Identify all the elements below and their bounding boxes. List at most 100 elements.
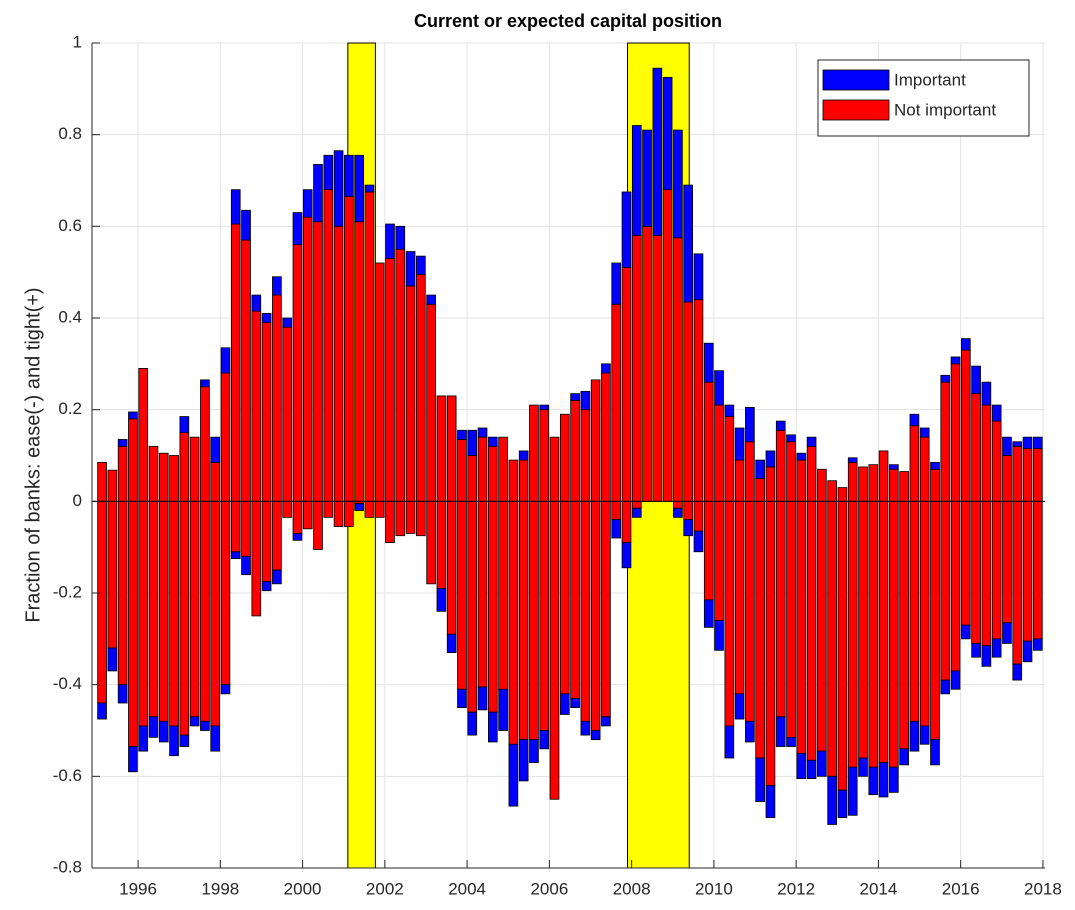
bar-segment [282, 326, 292, 502]
bar-segment [930, 461, 940, 470]
bar-segment [549, 500, 560, 800]
bar-segment [457, 439, 467, 502]
bar-segment [796, 753, 807, 780]
bar-segment [354, 221, 364, 502]
bar-segment [518, 500, 529, 741]
bar-segment [817, 468, 827, 502]
bar-segment [981, 381, 992, 406]
bar-segment [601, 372, 611, 502]
bar-segment [847, 500, 858, 768]
bar-segment [313, 500, 323, 550]
bar-segment [919, 725, 930, 745]
bar-segment [601, 363, 611, 374]
bar-segment [683, 519, 694, 537]
bar-segment [889, 766, 899, 793]
bar-segment [601, 500, 611, 718]
bar-segment [200, 500, 210, 722]
x-tick-label: 2000 [284, 879, 322, 898]
y-tick-label: -0.2 [53, 582, 82, 601]
bar-segment [775, 420, 786, 431]
bar-segment [117, 684, 128, 704]
bar-segment [611, 500, 622, 521]
bar-segment [909, 720, 920, 752]
bar-segment [971, 393, 981, 502]
plot-layer [92, 42, 1045, 869]
bar-segment [683, 500, 694, 521]
bar-segment [703, 500, 714, 601]
bar-segment [272, 569, 282, 585]
bar-segment [590, 730, 601, 741]
bar-segment [272, 276, 282, 296]
bar-segment [487, 711, 498, 743]
bar-segment [508, 743, 519, 807]
bar-segment [189, 436, 200, 502]
bar-segment [796, 500, 807, 754]
bar-segment [909, 425, 920, 502]
bar-segment [858, 757, 868, 777]
bar-segment [200, 720, 210, 731]
bar-segment [652, 67, 663, 236]
bar-segment [642, 225, 652, 502]
bar-segment [590, 379, 601, 502]
bar-segment [220, 684, 231, 695]
x-tick-label: 2012 [777, 879, 815, 898]
bar-segment [631, 500, 642, 509]
x-tick-label: 2002 [366, 879, 404, 898]
bar-segment [981, 645, 992, 667]
bar-segment [354, 503, 364, 511]
y-axis-label: Fraction of banks: ease(-) and tight(+) [22, 287, 44, 622]
bar-segment [416, 500, 426, 537]
bar-segment [796, 452, 807, 461]
bar-segment [344, 196, 354, 502]
bar-segment [405, 285, 416, 502]
bar-segment [179, 734, 190, 747]
bar-segment [405, 500, 416, 534]
bar-segment [148, 445, 159, 502]
bar-segment [313, 221, 323, 502]
bar-segment [714, 370, 724, 406]
bar-segment [673, 129, 683, 239]
bar-segment [734, 500, 745, 695]
x-tick-label: 2010 [695, 879, 733, 898]
bar-segment [416, 255, 426, 275]
bar-segment [333, 150, 344, 227]
bar-segment [734, 459, 745, 502]
bar-segment [559, 500, 570, 695]
bar-segment [385, 500, 395, 543]
bar-segment [426, 500, 436, 585]
bar-segment [940, 679, 951, 695]
bar-segment [755, 757, 765, 802]
bar-segment [364, 500, 375, 518]
bar-segment [693, 299, 704, 502]
legend-label: Important [894, 70, 966, 89]
bar-segment [683, 184, 694, 303]
bar-segment [230, 223, 241, 502]
bar-segment [889, 468, 899, 502]
bar-segment [477, 686, 488, 711]
bar-segment [457, 429, 467, 440]
bar-segment [436, 588, 447, 612]
bar-segment [467, 429, 478, 456]
bar-segment [487, 445, 498, 502]
bar-segment [148, 500, 159, 718]
bar-segment [467, 455, 478, 502]
bar-segment [302, 500, 313, 530]
bar-segment [539, 409, 550, 502]
bar-segment [416, 274, 426, 502]
bar-segment [354, 154, 364, 223]
bar-segment [806, 436, 817, 447]
bar-segment [117, 500, 128, 686]
bar-segment [847, 766, 858, 816]
bar-segment [97, 500, 107, 704]
bar-segment [621, 191, 632, 268]
bar-segment [1022, 640, 1033, 663]
bar-segment [138, 368, 149, 502]
bar-segment [457, 500, 467, 690]
bar-segment [919, 436, 930, 502]
bar-segment [786, 736, 796, 747]
x-tick-label: 1996 [119, 879, 157, 898]
bar-segment [909, 413, 920, 427]
bar-segment [210, 461, 221, 502]
bar-segment [302, 189, 313, 218]
bar-segment [210, 436, 221, 463]
